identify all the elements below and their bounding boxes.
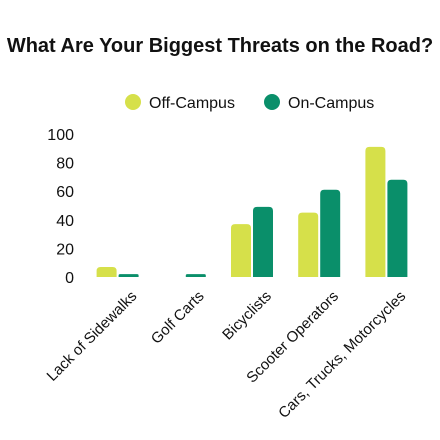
y-tick-label: 100 [47,127,74,144]
bar-on-campus-golf-carts [185,274,206,277]
x-category-label: Cars, Trucks, Motorcycles [275,288,409,422]
y-tick-label: 80 [56,156,74,173]
x-category-label: Golf Carts [148,288,208,348]
legend-marker-on-campus [264,94,280,110]
bar-on-campus-cars-trucks-motorcycles [387,179,408,277]
bars [96,146,408,277]
legend: Off-Campus On-Campus [125,94,374,112]
y-tick-label: 0 [65,270,74,287]
x-axis: Lack of Sidewalks Golf Carts BicyclistsSco… [44,288,410,422]
bar-on-campus-lack-of-sidewalks [118,274,139,277]
bar-off-campus-scooter-operators [298,212,319,277]
legend-marker-off-campus [125,94,141,110]
y-axis: 0 20 40 60 80 100 [47,127,74,287]
bar-on-campus-scooter-operators [320,189,341,277]
bar-off-campus-lack-of-sidewalks [96,266,117,277]
y-tick-label: 40 [56,213,74,230]
y-tick-label: 60 [56,184,74,201]
legend-label-off-campus: Off-Campus [149,95,235,112]
x-category-label: Bicyclists [219,288,275,344]
bar-off-campus-bicyclists [231,224,251,277]
chart-title: What Are Your Biggest Threats on the Roa… [7,35,433,57]
bar-off-campus-cars-trucks-motorcycles [365,146,386,277]
y-tick-label: 20 [56,241,74,258]
x-category-label: Lack of Sidewalks [44,288,141,385]
legend-label-on-campus: On-Campus [288,95,374,112]
bar-on-campus-bicyclists [253,206,273,277]
